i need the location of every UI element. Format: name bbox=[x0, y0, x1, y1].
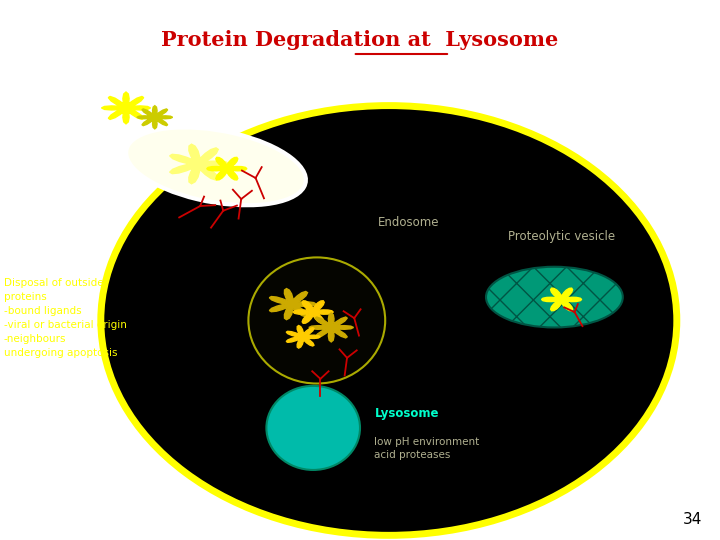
Polygon shape bbox=[207, 157, 247, 180]
Polygon shape bbox=[102, 92, 150, 124]
Polygon shape bbox=[293, 301, 333, 323]
Text: Protein Degradation at  Lysosome: Protein Degradation at Lysosome bbox=[161, 30, 559, 51]
Polygon shape bbox=[137, 106, 173, 129]
Text: Disposal of outside
proteins
-bound ligands
-viral or bacterial origin
-neighbou: Disposal of outside proteins -bound liga… bbox=[4, 279, 127, 359]
Polygon shape bbox=[170, 144, 229, 184]
Polygon shape bbox=[287, 326, 320, 348]
Ellipse shape bbox=[126, 127, 306, 205]
Text: 34: 34 bbox=[683, 511, 702, 526]
Ellipse shape bbox=[486, 267, 623, 327]
Text: low pH environment
acid proteases: low pH environment acid proteases bbox=[374, 437, 480, 461]
Text: Endosome: Endosome bbox=[378, 216, 439, 229]
Text: Lysosome: Lysosome bbox=[374, 407, 439, 420]
Ellipse shape bbox=[266, 386, 360, 470]
Ellipse shape bbox=[248, 258, 385, 383]
Polygon shape bbox=[309, 313, 354, 342]
Ellipse shape bbox=[101, 106, 677, 535]
Text: Proteolytic vesicle: Proteolytic vesicle bbox=[508, 230, 615, 243]
Polygon shape bbox=[269, 288, 316, 320]
Polygon shape bbox=[541, 288, 582, 310]
